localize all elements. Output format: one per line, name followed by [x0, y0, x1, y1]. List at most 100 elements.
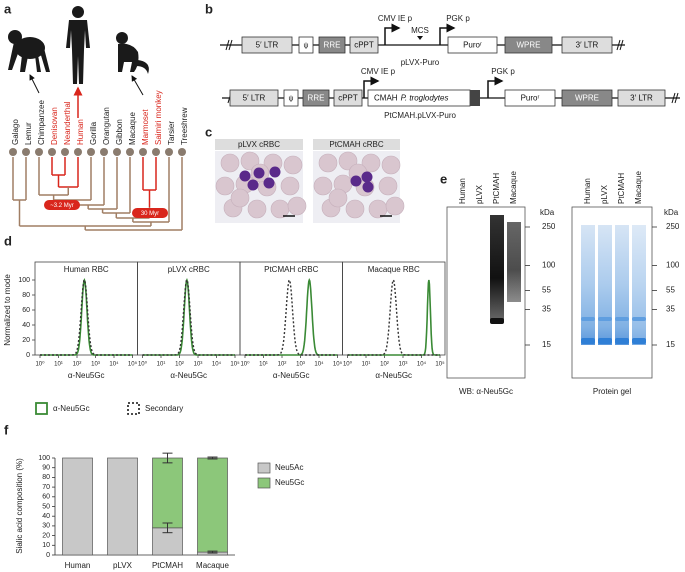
break-mark	[619, 39, 624, 51]
legend-swatch	[257, 462, 271, 474]
vector-element	[561, 89, 613, 107]
gel-lane	[615, 225, 629, 345]
insert-tag	[470, 90, 480, 106]
element-label: Puroʳ	[463, 41, 482, 50]
species-label: Human	[76, 119, 85, 145]
rbc-cell	[318, 153, 338, 173]
element-label: CMAH	[374, 94, 398, 103]
rbc-cell	[313, 176, 333, 196]
secondary-histogram	[245, 278, 338, 356]
marker-label: 15	[542, 340, 551, 349]
divergence-label: 30 Myr	[141, 211, 159, 217]
leaf-node	[126, 148, 134, 156]
x-tick-label: 10⁵	[230, 361, 240, 368]
promoter-label: CMV IE p	[378, 14, 413, 23]
marker-label: 35	[666, 305, 675, 314]
element-label: RRE	[324, 41, 341, 50]
secondary-histogram	[40, 278, 133, 356]
error-bar	[162, 522, 173, 534]
marker-label: 55	[666, 286, 675, 295]
marker-label: 100	[542, 261, 556, 270]
x-tick-label: 10¹	[54, 362, 63, 368]
vector-element	[298, 36, 314, 54]
vector-element	[241, 36, 293, 54]
leaf-node	[48, 148, 56, 156]
error-bar	[207, 550, 218, 554]
arrow	[29, 74, 40, 94]
gel-band	[615, 317, 629, 321]
rbc-cell	[338, 151, 358, 171]
y-tick-label: 20	[22, 337, 30, 344]
species-label: Galago	[11, 119, 20, 145]
rbc-cell	[287, 196, 307, 216]
y-tick-label: 80	[22, 292, 30, 299]
nucleus	[263, 177, 275, 189]
legend-label: α-Neu5Gc	[53, 404, 90, 413]
construct-name: pLVX-Puro	[401, 58, 440, 67]
rbc-cell	[381, 155, 401, 175]
chimp-limbs	[8, 42, 50, 72]
y-tick-label: 70	[42, 484, 50, 491]
y-tick-label: 90	[42, 465, 50, 472]
species-label: Orangutan	[102, 107, 111, 145]
element-label: RRE	[308, 94, 325, 103]
vector-element	[229, 89, 279, 107]
y-tick-label: 60	[22, 307, 30, 314]
vector-element	[283, 89, 299, 107]
species-label: Gorilla	[89, 121, 98, 145]
x-tick-label: 10⁰	[35, 361, 45, 368]
species-label: Treeshrew	[180, 107, 189, 145]
blot-smear	[507, 222, 521, 302]
panel-label: d	[4, 233, 12, 248]
species-label: P. troglodytes	[401, 94, 449, 103]
legend-swatch	[35, 402, 48, 415]
lane-label: pLVX	[600, 184, 609, 204]
y-tick-label: 100	[38, 455, 50, 462]
bar-segment	[152, 457, 183, 529]
chimp-body	[15, 37, 45, 59]
y-tick-label: 20	[42, 532, 50, 539]
rbc-cell	[328, 188, 348, 208]
caption: WB: α-Neu5Gc	[459, 387, 513, 396]
promoter-label: CMV IE p	[361, 67, 396, 76]
monkey-body	[118, 43, 149, 74]
bar-segment	[62, 457, 93, 556]
element-label: CMAH P. troglodytes	[374, 94, 448, 103]
x-tick-label: PtCMAH	[152, 561, 183, 570]
plot-title: Human RBC	[64, 265, 109, 274]
leaf-node	[61, 148, 69, 156]
promoter-arrow	[363, 76, 380, 98]
leaf-node	[152, 148, 160, 156]
x-tick-label: 10⁴	[314, 361, 324, 368]
plot-frame	[239, 261, 343, 356]
plot-title: PtCMAH cRBC	[264, 265, 318, 274]
rbc-cell	[361, 153, 381, 173]
legend-label: Secondary	[145, 404, 183, 413]
x-tick-label: 10⁴	[109, 361, 119, 368]
element-label: 5′ LTR	[256, 41, 279, 50]
x-tick-label: 10⁴	[417, 361, 427, 368]
panel-label: c	[205, 124, 212, 139]
unit-label: kDa	[664, 208, 679, 217]
gel-band	[598, 317, 612, 321]
rbc-cell	[283, 155, 303, 175]
nucleus	[269, 166, 281, 178]
silhouettes	[8, 6, 149, 84]
gel-band	[632, 317, 646, 321]
x-tick-label: 10⁴	[212, 361, 222, 368]
species-label: Chimpanzee	[37, 100, 46, 145]
species-label: Neanderthal	[63, 101, 72, 145]
species-label: Lemur	[24, 122, 33, 145]
image-label: pLVX cRBC	[238, 140, 280, 149]
element-label: Puroʳ	[521, 94, 540, 103]
rbc-cell	[378, 176, 398, 196]
leaf-node	[9, 148, 17, 156]
x-tick-label: 10³	[194, 362, 203, 368]
species-label: Macaque	[128, 112, 137, 145]
promoter-label: PGK p	[491, 67, 515, 76]
element-label: WPRE	[517, 41, 541, 50]
nucleus	[361, 171, 373, 183]
break-mark	[671, 92, 676, 104]
panel-label: f	[4, 422, 9, 437]
